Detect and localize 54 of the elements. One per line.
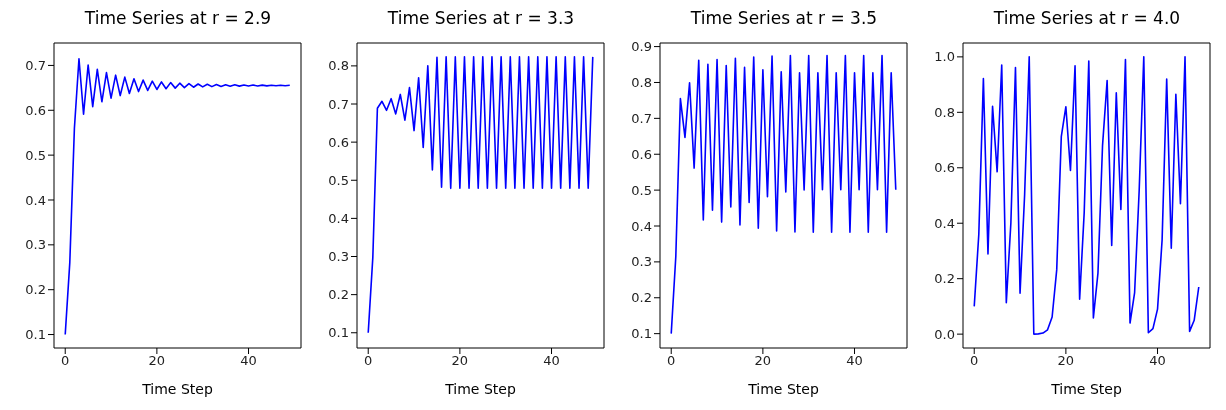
x-tick-label: 40 bbox=[1149, 353, 1166, 369]
x-tick-label: 20 bbox=[754, 353, 772, 369]
y-tick-label: 0.2 bbox=[328, 287, 349, 303]
y-tick-label: 0.3 bbox=[25, 237, 46, 253]
y-tick-label: 0.8 bbox=[328, 58, 349, 74]
y-tick-label: 0.3 bbox=[328, 249, 349, 265]
x-axis-title: Time Step bbox=[141, 381, 213, 397]
x-tick-label: 40 bbox=[240, 353, 257, 369]
y-tick-label: 0.7 bbox=[328, 96, 349, 112]
x-tick-label: 0 bbox=[970, 353, 979, 369]
y-tick-label: 0.8 bbox=[631, 75, 652, 91]
y-tick-label: 0.5 bbox=[328, 172, 349, 188]
y-tick-label: 0.9 bbox=[631, 39, 652, 55]
y-tick-label: 0.5 bbox=[631, 182, 652, 198]
y-tick-label: 0.7 bbox=[631, 110, 652, 126]
chart-title: Time Series at r = 3.5 bbox=[689, 8, 879, 28]
y-tick-label: 0.2 bbox=[934, 271, 955, 287]
y-tick-label: 0.6 bbox=[25, 102, 46, 118]
y-tick-label: 0.6 bbox=[631, 146, 652, 162]
y-tick-label: 0.4 bbox=[631, 218, 652, 234]
y-tick-label: 0.0 bbox=[934, 326, 955, 342]
x-tick-label: 20 bbox=[148, 353, 166, 369]
line-series bbox=[670, 54, 897, 335]
x-tick-label: 20 bbox=[1057, 353, 1075, 369]
y-tick-label: 0.4 bbox=[934, 215, 955, 231]
y-tick-label: 0.1 bbox=[328, 325, 349, 341]
y-tick-label: 0.1 bbox=[631, 326, 652, 342]
x-axis-title: Time Step bbox=[1050, 381, 1122, 397]
y-tick-label: 0.1 bbox=[25, 327, 46, 343]
chart-title: Time Series at r = 4.0 bbox=[992, 8, 1182, 28]
y-tick-label: 0.8 bbox=[934, 104, 955, 120]
line-series bbox=[367, 55, 594, 334]
y-tick-label: 0.3 bbox=[631, 254, 652, 270]
y-tick-label: 0.5 bbox=[25, 147, 46, 163]
chart-title: Time Series at r = 2.9 bbox=[83, 8, 273, 28]
x-tick-label: 0 bbox=[667, 353, 676, 369]
x-tick-label: 40 bbox=[846, 353, 863, 369]
y-tick-label: 0.6 bbox=[328, 134, 349, 150]
y-tick-label: 1.0 bbox=[934, 49, 955, 65]
y-tick-label: 0.2 bbox=[631, 290, 652, 306]
x-tick-label: 0 bbox=[61, 353, 70, 369]
x-axis-title: Time Step bbox=[747, 381, 819, 397]
y-tick-label: 0.6 bbox=[934, 160, 955, 176]
y-tick-label: 0.4 bbox=[328, 210, 349, 226]
chart-title: Time Series at r = 3.3 bbox=[386, 8, 576, 28]
y-tick-label: 0.4 bbox=[25, 192, 46, 208]
line-series bbox=[973, 56, 1200, 335]
x-tick-label: 40 bbox=[543, 353, 560, 369]
y-tick-label: 0.2 bbox=[25, 282, 46, 298]
line-series bbox=[64, 57, 291, 336]
x-tick-label: 20 bbox=[451, 353, 469, 369]
x-tick-label: 0 bbox=[364, 353, 373, 369]
y-tick-label: 0.7 bbox=[25, 58, 46, 74]
x-axis-title: Time Step bbox=[444, 381, 516, 397]
